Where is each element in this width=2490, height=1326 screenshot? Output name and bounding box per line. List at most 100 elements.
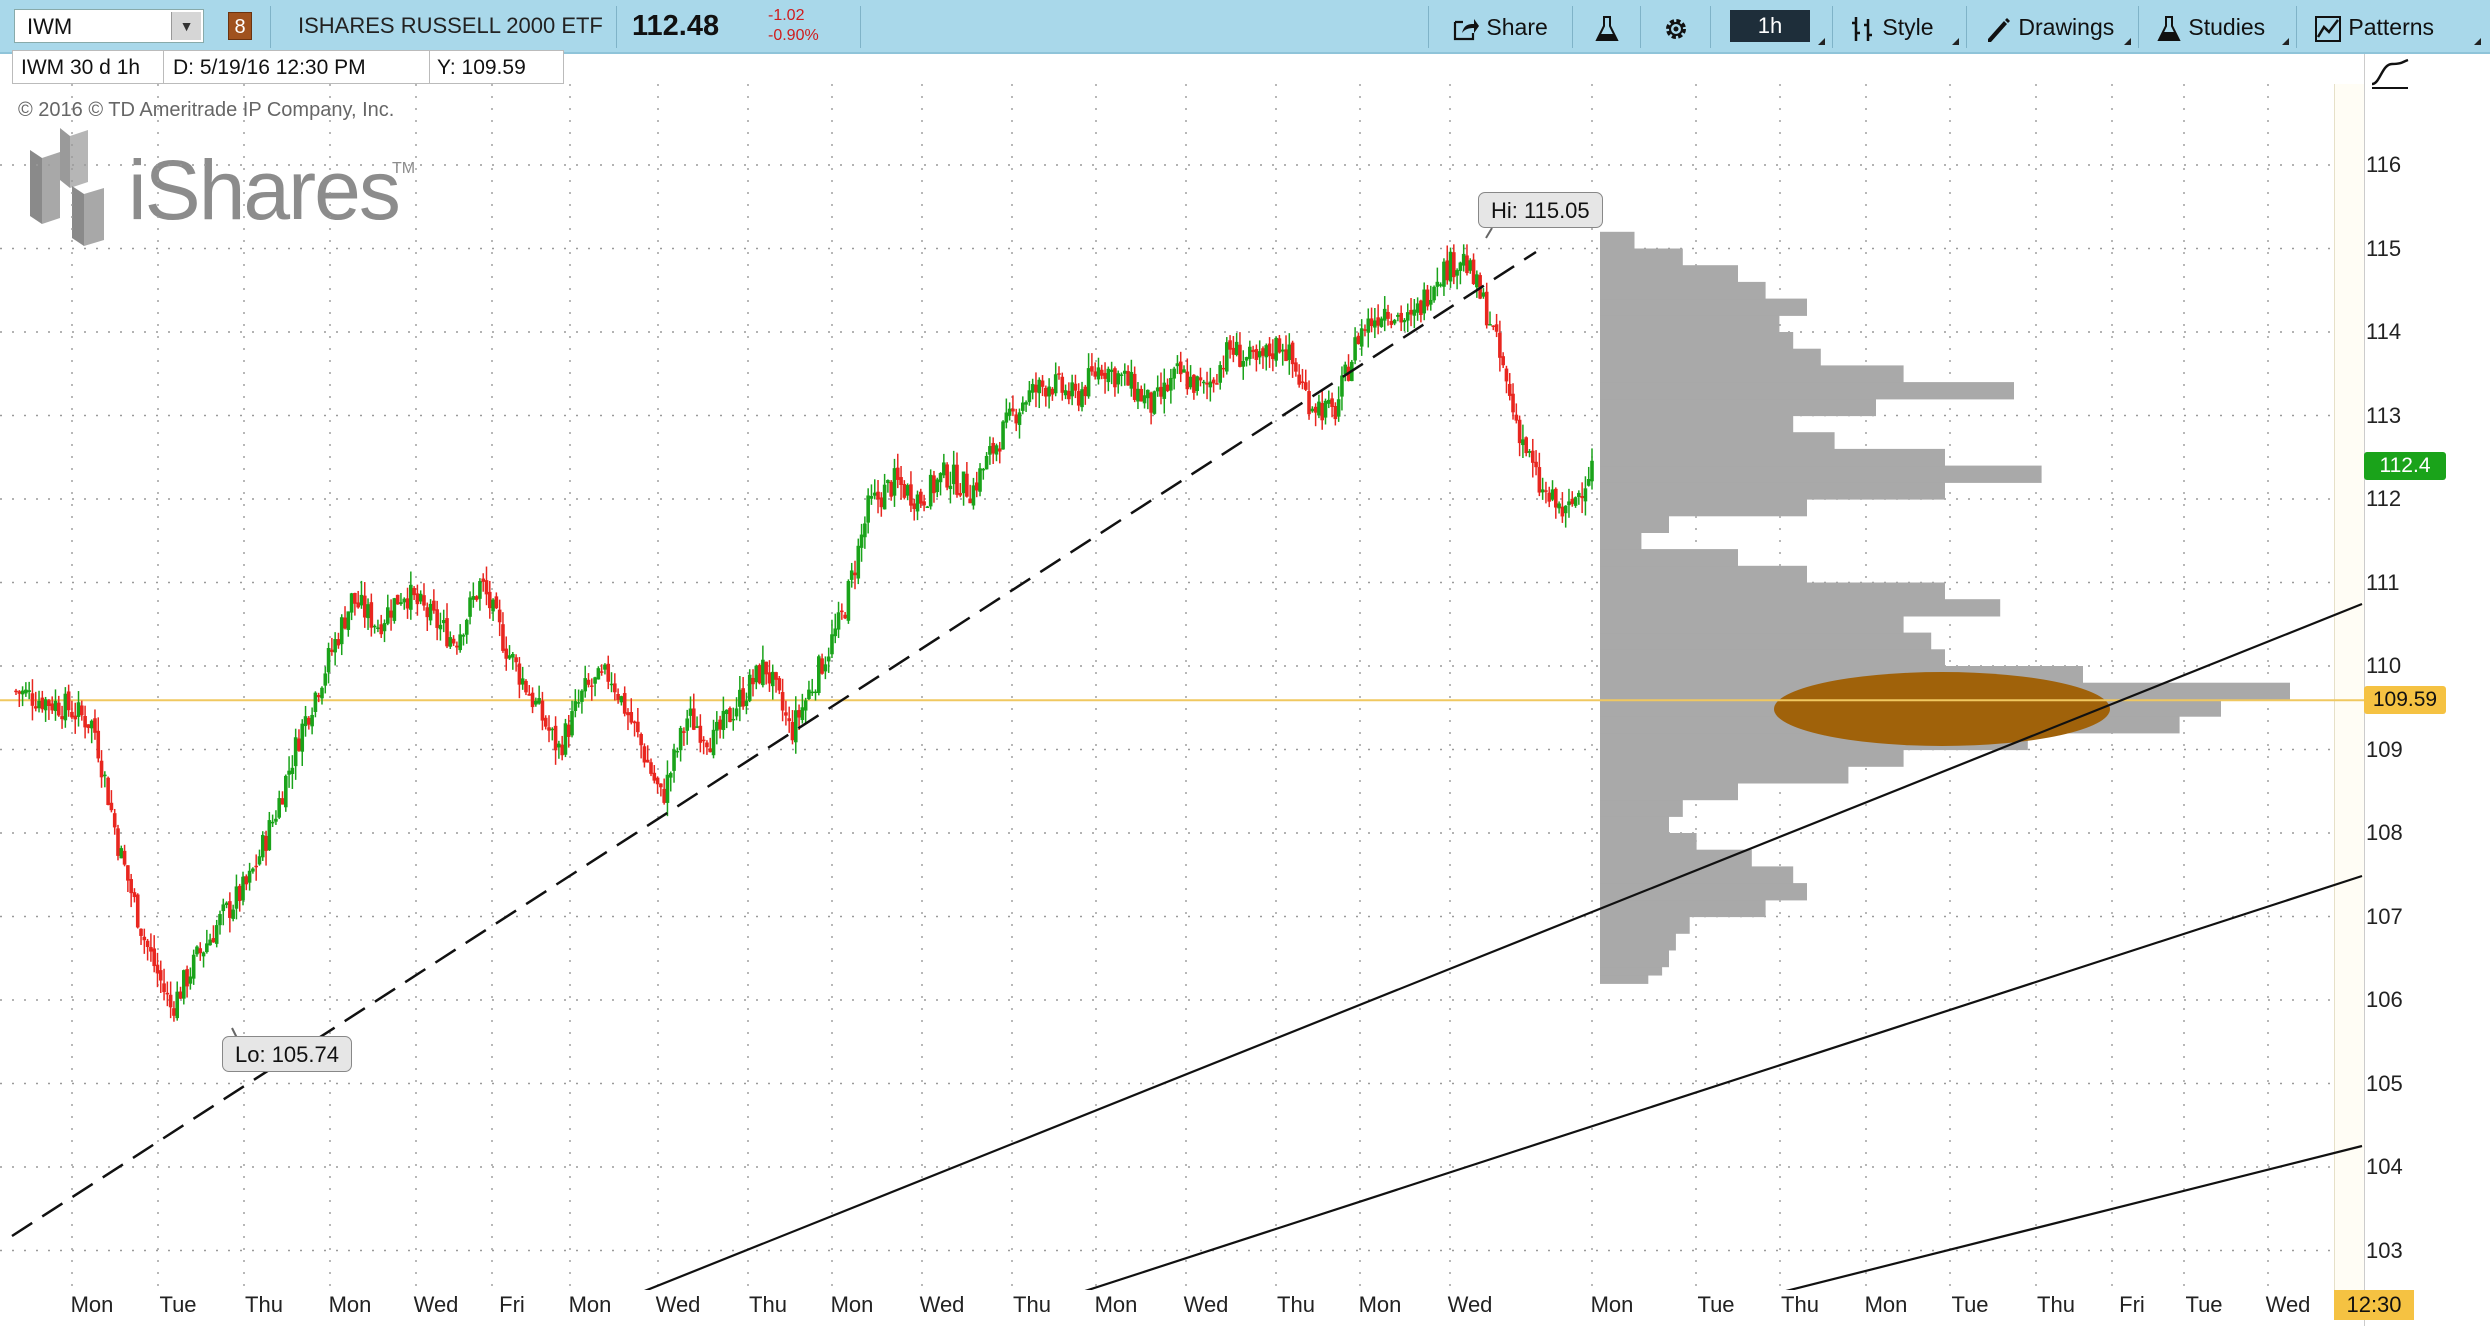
candle-body xyxy=(1432,286,1436,301)
candle-body xyxy=(198,948,203,954)
candle-body xyxy=(603,664,607,670)
study-line-icon[interactable] xyxy=(2370,56,2410,90)
candle-body xyxy=(60,716,64,720)
candle-body xyxy=(1267,343,1272,357)
candle-body xyxy=(1152,391,1157,414)
candle-body xyxy=(1096,367,1101,380)
trend-line-upper[interactable] xyxy=(642,602,2363,1290)
time-axis-label: Mon xyxy=(1590,1292,1634,1317)
price-chart[interactable] xyxy=(0,84,2370,1290)
candle-body xyxy=(1109,369,1114,372)
candle-body xyxy=(902,484,907,498)
candle-body xyxy=(1011,408,1015,412)
candle-body xyxy=(698,725,703,743)
symbol-dropdown-button[interactable]: ▼ xyxy=(171,12,201,40)
candle-body xyxy=(570,711,574,736)
candle-body xyxy=(356,602,360,608)
trend-line-middle[interactable] xyxy=(1082,874,2363,1290)
candle-body xyxy=(553,725,558,751)
candle-body xyxy=(1149,392,1153,413)
settings-button[interactable] xyxy=(1662,12,1690,42)
candle-body xyxy=(984,455,989,470)
candle-body xyxy=(201,952,206,957)
high-price-callout: Hi: 115.05 xyxy=(1478,192,1603,228)
dashed-trend-line[interactable] xyxy=(11,250,1537,1238)
candle-body xyxy=(132,892,137,898)
time-axis-label: Mon xyxy=(70,1292,114,1317)
candle-body xyxy=(530,692,535,708)
volume-profile-bar xyxy=(1600,265,1738,283)
volume-profile-bar xyxy=(1600,398,1876,417)
candle-body xyxy=(1527,451,1532,453)
interval-selector[interactable]: 1h xyxy=(1730,10,1810,42)
candle-body xyxy=(448,637,453,647)
candle-body xyxy=(1471,259,1476,285)
candle-body xyxy=(395,594,400,605)
candle-body xyxy=(1386,311,1390,319)
trend-lines[interactable] xyxy=(11,250,2363,1290)
candle-body xyxy=(652,772,657,781)
toolbar-divider xyxy=(1640,6,1641,48)
candle-body xyxy=(1501,356,1505,366)
candle-body xyxy=(876,491,880,500)
candle-body xyxy=(234,886,239,909)
volume-profile-bar xyxy=(1600,916,1690,934)
volume-profile-bar xyxy=(1600,799,1683,817)
candle-body xyxy=(843,614,847,619)
link-group-badge[interactable]: 8 xyxy=(228,12,252,40)
candle-body xyxy=(451,638,456,644)
candle-body xyxy=(80,705,84,716)
time-axis-label: Wed xyxy=(2265,1292,2311,1317)
candle-body xyxy=(1573,497,1578,506)
candle-body xyxy=(283,775,288,808)
candle-body xyxy=(504,648,509,659)
candle-body xyxy=(622,693,627,714)
candle-body xyxy=(297,738,301,751)
expansion-area-strip xyxy=(2334,84,2365,1290)
candle-body xyxy=(928,474,933,507)
candle-body xyxy=(497,609,502,623)
candle-body xyxy=(50,703,54,711)
candle-body xyxy=(290,767,295,775)
candle-body xyxy=(537,698,541,704)
candle-body xyxy=(1132,373,1137,400)
candle-body xyxy=(1053,374,1058,394)
candle-body xyxy=(316,695,321,698)
time-axis-label: Wed xyxy=(919,1292,965,1317)
price-axis-label: 111 xyxy=(2366,569,2400,595)
candle-body xyxy=(511,654,515,658)
flask-button[interactable] xyxy=(1594,12,1620,42)
volume-profile-bar xyxy=(1600,365,1904,383)
candle-body xyxy=(942,462,946,476)
candle-body xyxy=(1313,406,1318,413)
candle-body xyxy=(139,928,143,936)
candle-body xyxy=(1287,344,1292,361)
drawings-icon xyxy=(1988,17,2010,42)
candle-body xyxy=(376,627,380,629)
candle-body xyxy=(1438,284,1443,286)
candle-body xyxy=(1099,369,1104,376)
volume-profile-bar xyxy=(1600,298,1807,316)
studies-button[interactable]: Studies xyxy=(2156,12,2265,42)
candle-body xyxy=(1448,251,1453,282)
symbol-input[interactable]: IWM ▼ xyxy=(14,9,204,43)
trend-line-lower[interactable] xyxy=(1782,1144,2363,1290)
drawings-button[interactable]: Drawings xyxy=(1984,12,2114,42)
cursor-info-bar: IWM 30 d 1h D: 5/19/16 12:30 PM Y: 109.5… xyxy=(12,50,564,84)
share-button[interactable]: Share xyxy=(1452,12,1548,42)
style-button[interactable]: Style xyxy=(1850,12,1934,42)
candle-body xyxy=(1376,317,1380,326)
candle-body xyxy=(971,485,976,506)
studies-menu-indicator xyxy=(2282,38,2289,45)
symbol-value: IWM xyxy=(27,14,73,39)
candle-body xyxy=(1162,382,1167,399)
candle-body xyxy=(330,649,334,652)
patterns-button[interactable]: Patterns xyxy=(2314,12,2434,42)
candle-body xyxy=(826,656,831,662)
candle-body xyxy=(280,798,285,805)
studies-icon xyxy=(2157,15,2181,41)
time-axis-label: Thu xyxy=(1013,1292,1051,1317)
candle-body xyxy=(678,727,683,751)
candle-body xyxy=(1359,328,1364,347)
candle-body xyxy=(70,711,74,718)
